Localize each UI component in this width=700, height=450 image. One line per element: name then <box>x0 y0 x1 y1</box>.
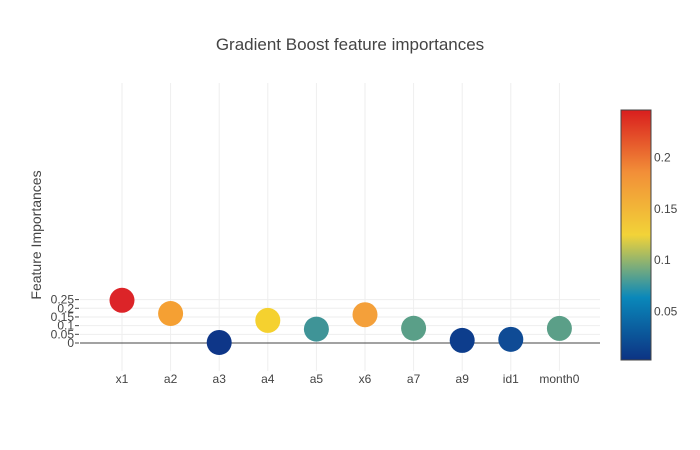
data-point-a4 <box>255 307 281 333</box>
colorbar-tick-label: 0.1 <box>654 253 671 267</box>
x-tick-label: x6 <box>359 372 372 386</box>
gridlines <box>80 83 600 371</box>
data-points <box>109 287 572 355</box>
colorbar: 0.05 0.1 0.15 0.2 <box>620 109 678 361</box>
data-point-x6 <box>352 302 378 328</box>
y-tick-label: 0.2 <box>57 301 74 315</box>
colorbar-tick-label: 0.15 <box>654 202 678 216</box>
data-point-id1 <box>498 326 524 352</box>
x-tick-label: x1 <box>116 372 129 386</box>
data-point-a9 <box>449 327 475 353</box>
y-axis-title: Feature Importances <box>28 170 44 299</box>
x-tick-label: id1 <box>503 372 519 386</box>
colorbar-ticks: 0.05 0.1 0.15 0.2 <box>654 150 678 318</box>
data-point-a7 <box>401 315 427 341</box>
colorbar-tick-label: 0.05 <box>654 305 678 319</box>
x-tick-label: a7 <box>407 372 421 386</box>
y-tick-label: 0.15 <box>51 310 75 324</box>
x-tick-label: a5 <box>310 372 324 386</box>
colorbar-tick-label: 0.2 <box>654 150 671 164</box>
x-tick-label: a9 <box>456 372 470 386</box>
x-tick-label: a3 <box>213 372 227 386</box>
x-tick-label: month0 <box>539 372 579 386</box>
data-point-a5 <box>303 316 329 342</box>
x-tick-label: a4 <box>261 372 275 386</box>
data-point-x1 <box>109 287 135 313</box>
chart-title: Gradient Boost feature importances <box>216 35 484 54</box>
data-point-month0 <box>546 315 572 341</box>
y-tick-label: 0.1 <box>57 319 74 333</box>
x-tick-label: a2 <box>164 372 178 386</box>
y-tick-label: 0 <box>67 336 74 350</box>
data-point-a3 <box>206 329 232 355</box>
y-tick-label: 0.25 <box>51 293 75 307</box>
y-tick-label: 0.05 <box>51 327 75 341</box>
data-point-a2 <box>158 300 184 326</box>
colorbar-gradient <box>620 109 652 361</box>
